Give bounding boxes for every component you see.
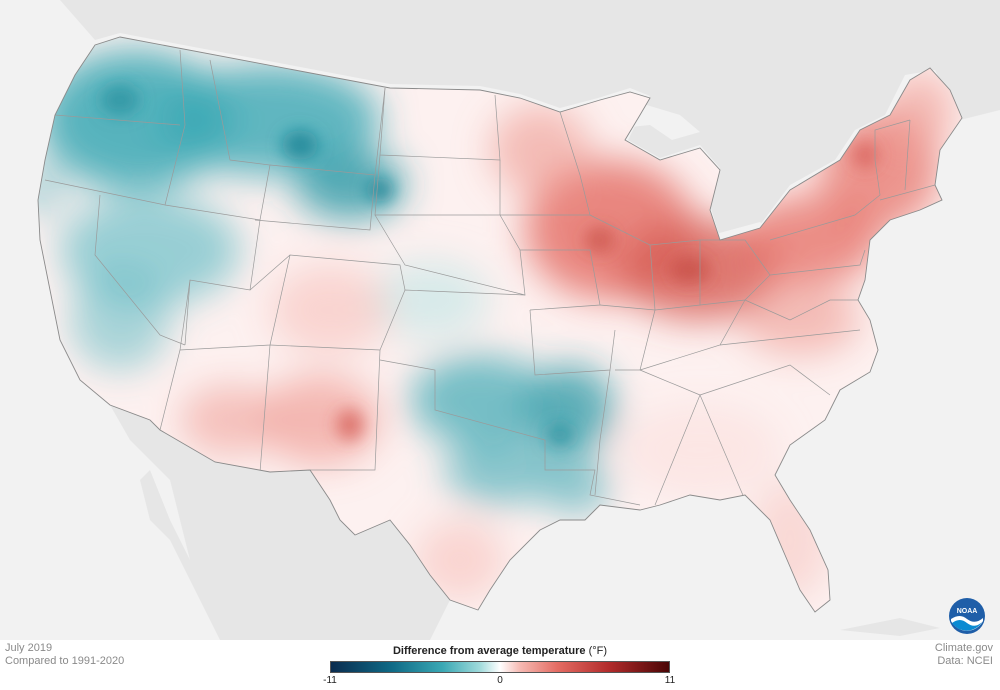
legend-units: (°F): [588, 645, 608, 657]
map-credits: Climate.gov Data: NCEI: [935, 642, 993, 668]
credit-site: Climate.gov: [934, 642, 993, 654]
legend-title-line: Difference from average temperature (°F): [330, 644, 670, 658]
legend-title: Difference from average temperature: [392, 645, 586, 657]
caption-baseline: Compared to 1991-2020: [5, 655, 125, 667]
legend-max-label: 11: [664, 675, 676, 686]
color-legend: Difference from average temperature (°F)…: [323, 644, 675, 690]
caption-date: July 2019: [5, 642, 53, 654]
legend-mid-label: 0: [497, 675, 503, 686]
credit-source: Data: NCEI: [937, 655, 993, 667]
noaa-logo-text: NOAA: [957, 608, 978, 615]
legend-color-bar: [330, 661, 670, 673]
legend-min-label: -11: [323, 675, 337, 686]
state-borders: [44, 49, 936, 506]
noaa-logo-icon: NOAA: [949, 598, 985, 634]
temperature-anomaly-map: [0, 0, 1000, 640]
map-caption: July 2019 Compared to 1991-2020: [5, 642, 124, 668]
